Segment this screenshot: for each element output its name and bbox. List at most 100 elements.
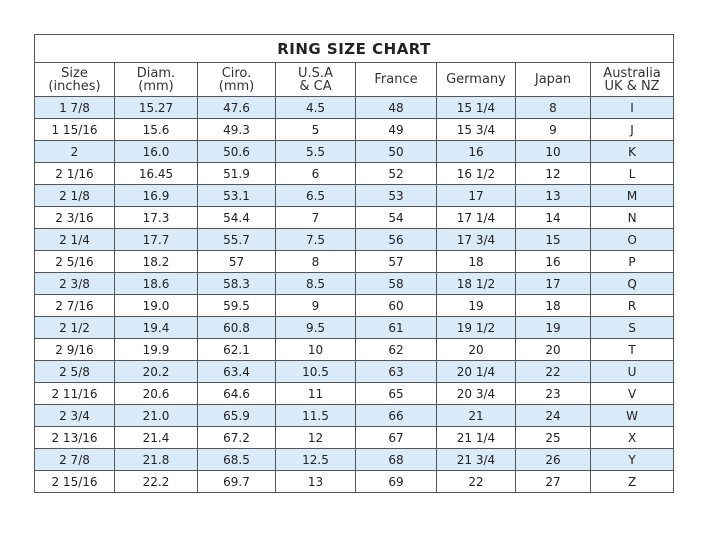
cell-circumference-mm: 54.4 (197, 206, 276, 229)
cell-diameter-mm: 21.8 (114, 448, 198, 471)
header-line1: Size (61, 65, 88, 81)
cell-france: 54 (355, 206, 437, 229)
cell-size-inches: 2 15/16 (34, 470, 115, 493)
cell-japan: 25 (515, 426, 591, 449)
cell-france: 49 (355, 118, 437, 141)
header-line2: (mm) (138, 78, 174, 94)
cell-germany: 19 (436, 294, 516, 317)
cell-germany: 21 1/4 (436, 426, 516, 449)
cell-japan: 24 (515, 404, 591, 427)
cell-size-inches: 2 1/16 (34, 162, 115, 185)
cell-japan: 27 (515, 470, 591, 493)
cell-size-inches: 2 13/16 (34, 426, 115, 449)
cell-usa-ca: 10 (275, 338, 356, 361)
cell-diameter-mm: 18.2 (114, 250, 198, 273)
cell-usa-ca: 4.5 (275, 96, 356, 119)
cell-circumference-mm: 49.3 (197, 118, 276, 141)
table-row: 2 9/16 19.9 62.1 10 62 20 20 T (34, 338, 675, 361)
cell-france: 63 (355, 360, 437, 383)
ring-size-table: RING SIZE CHART Size (inches) Diam. (mm) Cir… (33, 34, 675, 493)
cell-australia-uk-nz: K (589, 140, 675, 163)
cell-germany: 16 1/2 (436, 162, 516, 185)
cell-circumference-mm: 58.3 (197, 272, 276, 295)
cell-germany: 20 (436, 338, 516, 361)
column-header-france: France (355, 62, 437, 97)
cell-usa-ca: 9.5 (275, 316, 356, 339)
cell-france: 61 (355, 316, 437, 339)
cell-circumference-mm: 51.9 (197, 162, 276, 185)
cell-japan: 16 (515, 250, 591, 273)
table-row: 2 13/16 21.4 67.2 12 67 21 1/4 25 X (34, 426, 675, 449)
table-row: 2 1/16 16.45 51.9 6 52 16 1/2 12 L (34, 162, 675, 185)
cell-usa-ca: 11.5 (275, 404, 356, 427)
cell-australia-uk-nz: L (589, 162, 675, 185)
cell-circumference-mm: 68.5 (197, 448, 276, 471)
cell-germany: 17 (436, 184, 516, 207)
cell-diameter-mm: 17.7 (114, 228, 198, 251)
header-line2: (mm) (218, 78, 255, 94)
cell-germany: 21 3/4 (436, 448, 516, 471)
table-row: 1 7/8 15.27 47.6 4.5 48 15 1/4 8 I (34, 96, 675, 119)
cell-diameter-mm: 17.3 (114, 206, 198, 229)
cell-usa-ca: 7 (275, 206, 356, 229)
cell-france: 53 (355, 184, 437, 207)
cell-size-inches: 2 3/8 (34, 272, 115, 295)
table-row: 2 3/4 21.0 65.9 11.5 66 21 24 W (34, 404, 675, 427)
table-row: 2 1/8 16.9 53.1 6.5 53 17 13 M (34, 184, 675, 207)
cell-diameter-mm: 16.45 (114, 162, 198, 185)
cell-japan: 23 (515, 382, 591, 405)
cell-usa-ca: 5.5 (275, 140, 356, 163)
cell-france: 65 (355, 382, 437, 405)
cell-germany: 18 1/2 (436, 272, 516, 295)
cell-japan: 22 (515, 360, 591, 383)
cell-circumference-mm: 55.7 (197, 228, 276, 251)
cell-size-inches: 2 9/16 (34, 338, 115, 361)
cell-australia-uk-nz: M (589, 184, 675, 207)
cell-japan: 20 (515, 338, 591, 361)
cell-circumference-mm: 47.6 (197, 96, 276, 119)
cell-diameter-mm: 15.6 (114, 118, 198, 141)
cell-germany: 15 1/4 (436, 96, 516, 119)
cell-size-inches: 2 3/4 (34, 404, 115, 427)
cell-size-inches: 2 1/4 (34, 228, 115, 251)
header-row: Size (inches) Diam. (mm) Ciro. (mm) U.S.A & CA F… (34, 62, 675, 97)
cell-usa-ca: 12.5 (275, 448, 356, 471)
cell-usa-ca: 7.5 (275, 228, 356, 251)
cell-usa-ca: 10.5 (275, 360, 356, 383)
cell-japan: 26 (515, 448, 591, 471)
cell-size-inches: 2 11/16 (34, 382, 115, 405)
cell-japan: 15 (515, 228, 591, 251)
header-line1: Ciro. (221, 65, 252, 81)
cell-size-inches: 2 5/8 (34, 360, 115, 383)
cell-circumference-mm: 50.6 (197, 140, 276, 163)
cell-size-inches: 2 7/8 (34, 448, 115, 471)
cell-germany: 15 3/4 (436, 118, 516, 141)
cell-germany: 17 1/4 (436, 206, 516, 229)
cell-usa-ca: 11 (275, 382, 356, 405)
cell-australia-uk-nz: N (589, 206, 675, 229)
table-row: 2 1/4 17.7 55.7 7.5 56 17 3/4 15 O (34, 228, 675, 251)
header-line1: Germany (446, 72, 506, 87)
cell-germany: 19 1/2 (436, 316, 516, 339)
cell-australia-uk-nz: J (589, 118, 675, 141)
cell-australia-uk-nz: W (589, 404, 675, 427)
cell-size-inches: 1 7/8 (34, 96, 115, 119)
cell-australia-uk-nz: Y (589, 448, 675, 471)
cell-size-inches: 2 1/2 (34, 316, 115, 339)
cell-japan: 14 (515, 206, 591, 229)
column-header-japan: Japan (515, 62, 591, 97)
header-line2: & CA (299, 78, 332, 94)
cell-circumference-mm: 65.9 (197, 404, 276, 427)
cell-usa-ca: 13 (275, 470, 356, 493)
cell-size-inches: 2 (34, 140, 115, 163)
table-row: 2 16.0 50.6 5.5 50 16 10 K (34, 140, 675, 163)
cell-size-inches: 2 5/16 (34, 250, 115, 273)
cell-circumference-mm: 62.1 (197, 338, 276, 361)
cell-france: 62 (355, 338, 437, 361)
table-row: 2 3/16 17.3 54.4 7 54 17 1/4 14 N (34, 206, 675, 229)
header-line1: France (374, 72, 418, 87)
cell-japan: 9 (515, 118, 591, 141)
column-header-usa-ca: U.S.A & CA (275, 62, 356, 97)
cell-germany: 18 (436, 250, 516, 273)
cell-japan: 10 (515, 140, 591, 163)
